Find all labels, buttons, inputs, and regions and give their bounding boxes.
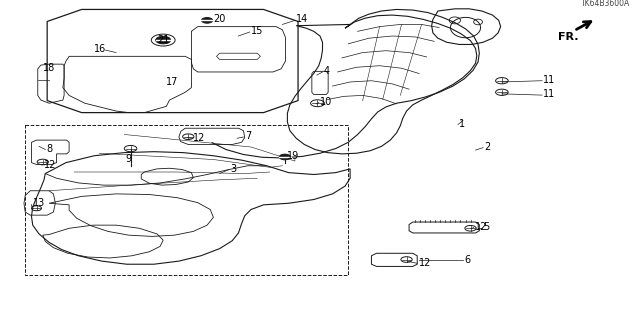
Text: 1: 1 <box>460 120 465 130</box>
Text: FR.: FR. <box>558 32 579 42</box>
Text: TK64B3600A: TK64B3600A <box>581 0 630 8</box>
Text: 12: 12 <box>475 222 487 232</box>
Text: 15: 15 <box>251 26 264 36</box>
Text: 11: 11 <box>543 75 556 85</box>
Text: 7: 7 <box>244 131 251 141</box>
Text: 20: 20 <box>213 14 226 25</box>
Text: 6: 6 <box>464 255 470 264</box>
Circle shape <box>156 36 171 44</box>
Circle shape <box>202 18 212 23</box>
Text: 17: 17 <box>166 77 179 87</box>
Text: 5: 5 <box>483 222 490 232</box>
Text: 10: 10 <box>320 97 332 107</box>
Text: 12: 12 <box>419 258 431 268</box>
Text: 9: 9 <box>125 154 132 164</box>
Text: 21: 21 <box>157 35 170 45</box>
Text: 4: 4 <box>324 66 330 76</box>
Circle shape <box>279 154 291 160</box>
Text: 12: 12 <box>193 133 205 143</box>
Text: 13: 13 <box>33 198 45 208</box>
Text: 2: 2 <box>484 142 491 152</box>
Text: 8: 8 <box>47 144 52 153</box>
Text: 11: 11 <box>543 89 556 100</box>
Text: 14: 14 <box>296 14 308 25</box>
Text: 3: 3 <box>230 164 236 174</box>
Text: 16: 16 <box>94 44 106 55</box>
Text: 19: 19 <box>287 151 300 161</box>
Text: 12: 12 <box>44 160 56 170</box>
Text: 18: 18 <box>43 63 55 73</box>
